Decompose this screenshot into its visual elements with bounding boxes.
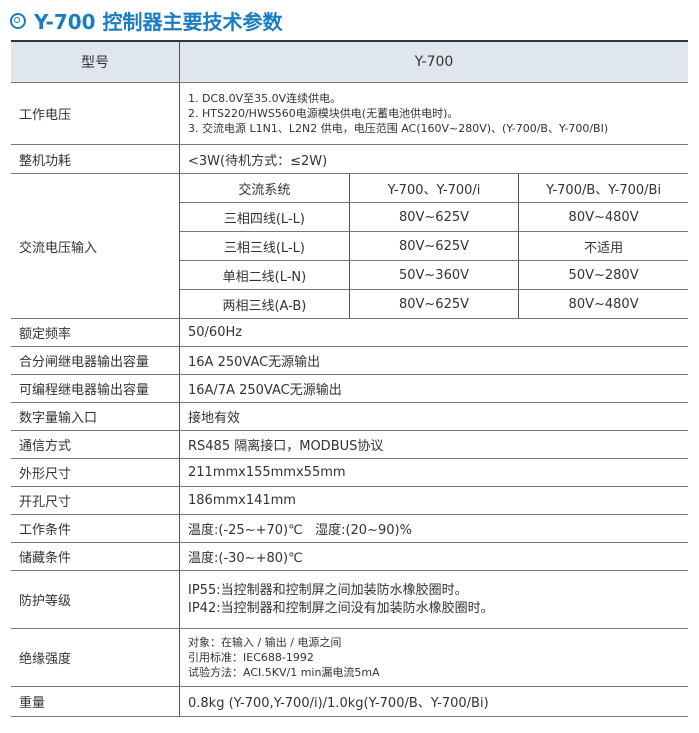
line: IP55:当控制器和控制屏之间加装防水橡胶圈时。: [188, 582, 468, 598]
row-label: 重量: [11, 686, 180, 717]
sub-cell: 80V~480V: [568, 296, 639, 312]
title-text: Y-700 控制器主要技术参数: [34, 10, 283, 34]
row-freq: 额定频率 50/60Hz: [11, 318, 688, 347]
row-label: 工作电压: [11, 82, 180, 145]
line: 试验方法：ACI.5KV/1 min漏电流5mA: [188, 666, 380, 679]
row-label: 开孔尺寸: [11, 486, 180, 515]
sub-row: 单相二线(L-N) 50V~360V 50V~280V: [180, 260, 688, 290]
sub-row: 三相四线(L-L) 80V~625V 80V~480V: [180, 202, 688, 232]
row-work: 工作条件 温度:(-25~+70)℃ 湿度:(20~90)%: [11, 514, 688, 543]
sub-cell: 50V~280V: [518, 260, 688, 290]
row-value: <3W(待机方式：≤2W): [179, 144, 688, 174]
table-header: 型号 Y-700: [11, 40, 688, 83]
row-label: 整机功耗: [11, 144, 180, 174]
sub-cell: 单相二线(L-N): [180, 260, 350, 290]
line: 对象：在输入 / 输出 / 电源之间: [188, 636, 342, 649]
sub-cell: Y-700/B、Y-700/Bi: [518, 174, 688, 203]
row-relay1: 合分闸继电器输出容量 16A 250VAC无源输出: [11, 346, 688, 375]
row-label: 储藏条件: [11, 542, 180, 571]
page-title: Y-700 控制器主要技术参数: [10, 6, 283, 35]
sub-row: 两相三线(A-B) 80V~625V 80V~480V: [180, 289, 688, 318]
row-voltage: 工作电压 1. DC8.0V至35.0V连续供电。 2. HTS220/HWS560…: [11, 82, 688, 145]
sub-cell: 三相三线(L-L): [180, 231, 350, 261]
ac-subtable-cell: 交流系统 Y-700、Y-700/i Y-700/B、Y-700/Bi 三相四线(L…: [179, 173, 688, 319]
row-digital: 数字量输入口 接地有效: [11, 402, 688, 431]
row-label: 数字量输入口: [11, 402, 180, 431]
row-relay2: 可编程继电器输出容量 16A/7A 250VAC无源输出: [11, 374, 688, 403]
row-value: RS485 隔离接口，MODBUS协议: [179, 430, 688, 459]
row-label: 防护等级: [11, 570, 180, 629]
line: 3. 交流电源 L1N1、L2N2 供电，电压范围 AC(160V~280V)、…: [188, 122, 609, 135]
row-label: 交流电压输入: [11, 173, 180, 319]
row-value: 186mmx141mm: [179, 486, 688, 515]
row-value: 16A/7A 250VAC无源输出: [179, 374, 688, 403]
circle-bullet-icon: [10, 12, 26, 29]
row-value: 211mmx155mmx55mm: [179, 458, 688, 487]
row-value: 温度:(-25~+70)℃ 湿度:(20~90)%: [179, 514, 688, 543]
sub-header: 交流系统 Y-700、Y-700/i Y-700/B、Y-700/Bi: [180, 174, 688, 203]
row-value: IP55:当控制器和控制屏之间加装防水橡胶圈时。 IP42:当控制器和控制屏之间没…: [179, 570, 688, 629]
line: IP42:当控制器和控制屏之间没有加装防水橡胶圈时。: [188, 600, 494, 616]
row-size: 外形尺寸 211mmx155mmx55mm: [11, 458, 688, 487]
header-label: 型号: [11, 40, 180, 83]
row-value: 50/60Hz: [179, 318, 688, 347]
row-label: 合分闸继电器输出容量: [11, 346, 180, 375]
sub-cell: Y-700、Y-700/i: [349, 174, 520, 203]
row-label: 工作条件: [11, 514, 180, 543]
sub-cell: 三相四线(L-L): [180, 202, 350, 232]
sub-cell: 80V~480V: [518, 202, 688, 232]
line: 引用标准：IEC688-1992: [188, 651, 314, 664]
row-protect: 防护等级 IP55:当控制器和控制屏之间加装防水橡胶圈时。 IP42:当控制器和控制…: [11, 570, 688, 629]
row-value: 接地有效: [179, 402, 688, 431]
row-weight: 重量 0.8kg (Y-700,Y-700/i)/1.0kg(Y-700/B、Y-…: [11, 686, 688, 717]
sub-row: 三相三线(L-L) 80V~625V 不适用: [180, 231, 688, 261]
sub-cell: 50V~360V: [349, 260, 520, 290]
sub-cell: 不适用: [518, 231, 688, 261]
row-label: 通信方式: [11, 430, 180, 459]
line: 1. DC8.0V至35.0V连续供电。: [188, 92, 342, 105]
row-comm: 通信方式 RS485 隔离接口，MODBUS协议: [11, 430, 688, 459]
sub-cell: 两相三线(A-B): [180, 289, 350, 318]
row-label: 外形尺寸: [11, 458, 180, 487]
row-value: 温度:(-30~+80)℃: [179, 542, 688, 571]
ac-subtable: 交流系统 Y-700、Y-700/i Y-700/B、Y-700/Bi 三相四线(L…: [180, 174, 688, 318]
spec-table: 型号 Y-700 工作电压 1. DC8.0V至35.0V连续供电。 2. HTS22…: [11, 40, 688, 717]
row-value: 1. DC8.0V至35.0V连续供电。 2. HTS220/HWS560电源模块…: [179, 82, 688, 145]
row-ac: 交流电压输入 交流系统 Y-700、Y-700/i Y-700/B、Y-700/Bi…: [11, 173, 688, 319]
row-label: 可编程继电器输出容量: [11, 374, 180, 403]
header-value: Y-700: [179, 40, 688, 83]
sub-cell: 80V~625V: [349, 289, 520, 318]
row-storage: 储藏条件 温度:(-30~+80)℃: [11, 542, 688, 571]
row-value: 0.8kg (Y-700,Y-700/i)/1.0kg(Y-700/B、Y-70…: [179, 686, 688, 717]
row-insul: 绝缘强度 对象：在输入 / 输出 / 电源之间 引用标准：IEC688-1992 试验…: [11, 628, 688, 687]
row-value: 16A 250VAC无源输出: [179, 346, 688, 375]
sub-cell: 80V~625V: [349, 231, 520, 261]
row-value: 对象：在输入 / 输出 / 电源之间 引用标准：IEC688-1992 试验方法：A…: [179, 628, 688, 687]
row-cutout: 开孔尺寸 186mmx141mm: [11, 486, 688, 515]
row-power: 整机功耗 <3W(待机方式：≤2W): [11, 144, 688, 174]
line: 2. HTS220/HWS560电源模块供电(无蓄电池供电时)。: [188, 107, 459, 120]
sub-cell: 80V~625V: [349, 202, 520, 232]
row-label: 绝缘强度: [11, 628, 180, 687]
row-label: 额定频率: [11, 318, 180, 347]
sub-cell: 交流系统: [180, 174, 350, 203]
